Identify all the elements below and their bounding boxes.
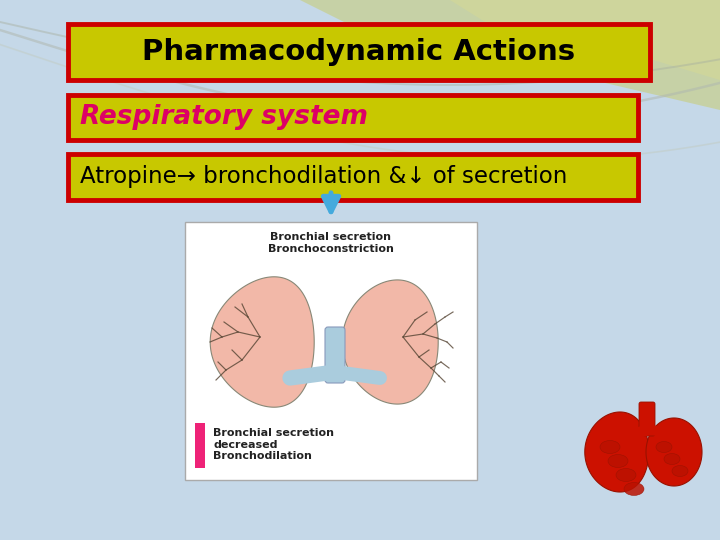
Bar xyxy=(185,222,477,480)
Text: Respiratory system: Respiratory system xyxy=(80,105,368,131)
Bar xyxy=(68,95,638,140)
Ellipse shape xyxy=(616,469,636,482)
Bar xyxy=(68,24,650,80)
Polygon shape xyxy=(450,0,720,80)
Ellipse shape xyxy=(656,442,672,453)
Bar xyxy=(195,423,205,468)
FancyBboxPatch shape xyxy=(639,402,655,436)
Ellipse shape xyxy=(664,454,680,464)
Polygon shape xyxy=(646,418,702,486)
Polygon shape xyxy=(342,280,438,404)
Polygon shape xyxy=(585,412,649,492)
Ellipse shape xyxy=(608,455,628,468)
Text: Atropine→ bronchodilation &↓ of secretion: Atropine→ bronchodilation &↓ of secretio… xyxy=(80,165,567,188)
Text: Bronchial secretion
Bronchoconstriction: Bronchial secretion Bronchoconstriction xyxy=(268,232,394,254)
Text: Pharmacodynamic Actions: Pharmacodynamic Actions xyxy=(143,38,575,66)
Ellipse shape xyxy=(624,483,644,496)
Text: Bronchial secretion
decreased
Bronchodilation: Bronchial secretion decreased Bronchodil… xyxy=(213,428,334,461)
Polygon shape xyxy=(300,0,720,110)
Bar xyxy=(68,154,638,200)
FancyBboxPatch shape xyxy=(325,327,345,383)
Ellipse shape xyxy=(672,465,688,476)
Ellipse shape xyxy=(600,441,620,454)
Polygon shape xyxy=(210,277,314,407)
